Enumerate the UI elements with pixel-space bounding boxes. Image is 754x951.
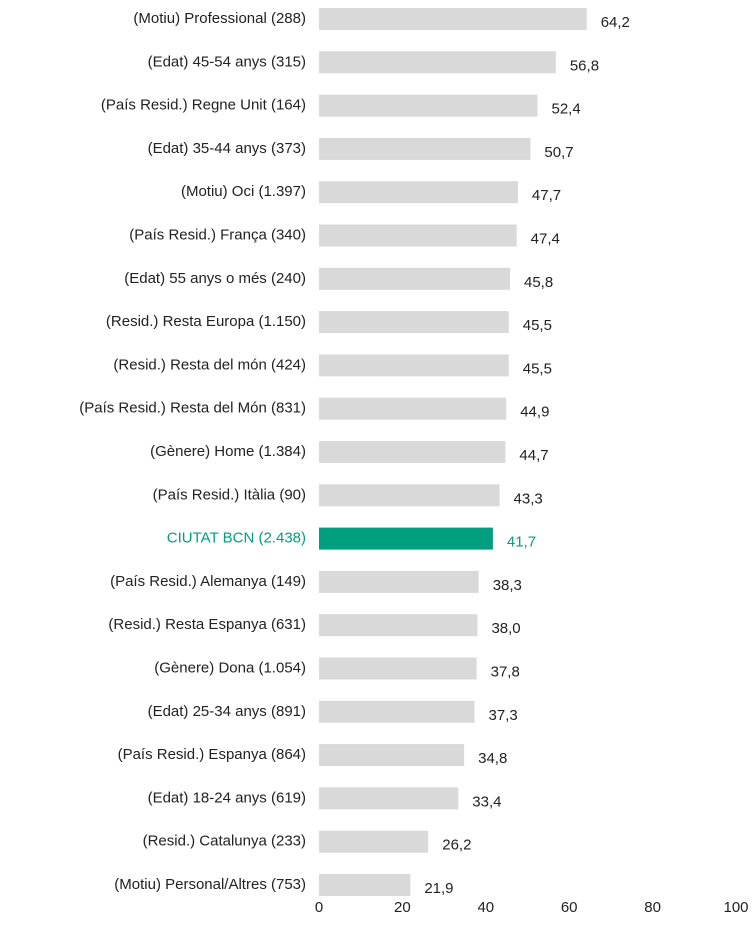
value-label: 47,4 <box>531 230 560 247</box>
value-label: 47,7 <box>532 187 561 204</box>
category-label: (Resid.) Catalunya (233) <box>143 833 306 850</box>
bar <box>319 137 531 160</box>
x-tick-label: 40 <box>477 899 494 916</box>
value-label: 64,2 <box>601 14 630 31</box>
value-label: 38,0 <box>491 620 520 637</box>
category-label: (País Resid.) Regne Unit (164) <box>101 97 306 114</box>
bar <box>319 224 517 247</box>
category-label: (País Resid.) França (340) <box>129 226 306 243</box>
bar <box>319 267 510 290</box>
bar <box>319 441 506 463</box>
value-label: 50,7 <box>544 144 573 161</box>
value-label: 45,5 <box>523 317 552 334</box>
category-label: (Edat) 25-34 anys (891) <box>148 703 306 720</box>
value-label: 33,4 <box>472 793 501 810</box>
category-label: (Edat) 35-44 anys (373) <box>148 140 306 157</box>
value-label: 44,9 <box>520 404 549 421</box>
category-label: (Edat) 55 anys o més (240) <box>124 270 306 287</box>
value-label: 21,9 <box>424 880 453 897</box>
category-label: (Motiu) Oci (1.397) <box>181 183 306 200</box>
bar <box>319 527 493 550</box>
value-label: 41,7 <box>507 534 536 551</box>
x-tick-label: 0 <box>315 899 323 916</box>
bar <box>319 51 556 74</box>
bar <box>319 484 500 507</box>
category-label: (Resid.) Resta del món (424) <box>113 356 306 373</box>
x-tick-label: 20 <box>394 899 411 916</box>
value-label: 45,8 <box>524 274 553 291</box>
category-label: (Resid.) Resta Europa (1.150) <box>106 313 306 330</box>
category-label: (Edat) 18-24 anys (619) <box>148 789 306 806</box>
bar <box>319 311 509 334</box>
bar <box>319 657 477 680</box>
value-label: 52,4 <box>552 101 581 118</box>
value-label: 37,8 <box>491 663 520 680</box>
value-label: 56,8 <box>570 57 599 74</box>
category-label: CIUTAT BCN (2.438) <box>167 530 306 547</box>
bar <box>319 830 429 853</box>
value-label: 45,5 <box>523 360 552 377</box>
category-label: (Motiu) Professional (288) <box>133 10 306 27</box>
bar <box>319 397 507 420</box>
x-tick-label: 60 <box>561 899 578 916</box>
value-label: 37,3 <box>489 707 518 724</box>
bar <box>319 570 479 593</box>
bar <box>319 787 459 810</box>
category-label: (Resid.) Resta Espanya (631) <box>108 616 306 633</box>
category-label: (País Resid.) Resta del Món (831) <box>79 400 306 417</box>
value-label: 26,2 <box>442 837 471 854</box>
value-label: 44,7 <box>519 447 548 464</box>
bar <box>319 181 518 204</box>
bar <box>319 614 478 637</box>
category-label: (País Resid.) Alemanya (149) <box>110 573 306 590</box>
category-label: (Edat) 45-54 anys (315) <box>148 53 306 70</box>
category-label: (Motiu) Personal/Altres (753) <box>114 876 306 893</box>
category-label: (Gènere) Home (1.384) <box>150 443 306 460</box>
x-tick-label: 80 <box>644 899 661 916</box>
value-label: 38,3 <box>493 577 522 594</box>
value-label: 34,8 <box>478 750 507 767</box>
category-label: (Gènere) Dona (1.054) <box>154 659 306 676</box>
bar <box>319 700 475 723</box>
x-tick-label: 100 <box>723 899 748 916</box>
bar <box>319 94 538 117</box>
bar <box>319 874 411 896</box>
category-label: (País Resid.) Itàlia (90) <box>153 486 306 503</box>
category-label: (País Resid.) Espanya (864) <box>118 746 306 763</box>
value-label: 43,3 <box>514 490 543 507</box>
bar <box>319 8 587 30</box>
bar <box>319 354 509 377</box>
bar <box>319 744 465 767</box>
